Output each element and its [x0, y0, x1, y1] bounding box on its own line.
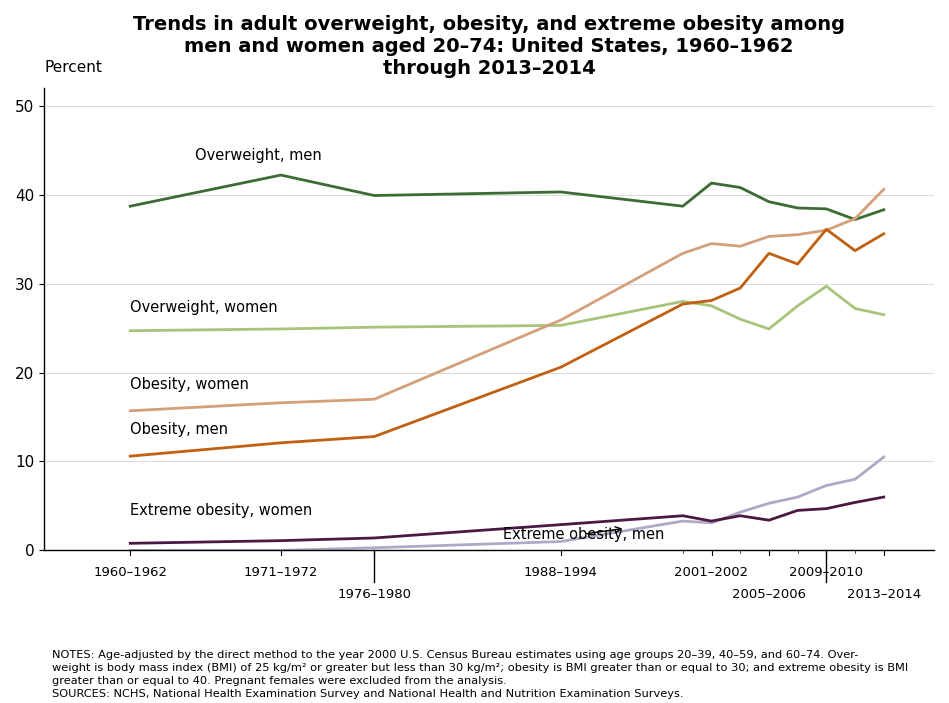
Text: Percent: Percent: [44, 60, 102, 75]
Text: 1988–1994: 1988–1994: [524, 567, 598, 579]
Text: Extreme obesity, women: Extreme obesity, women: [130, 503, 312, 517]
Text: 2001–2002: 2001–2002: [675, 567, 749, 579]
Text: 1976–1980: 1976–1980: [337, 588, 411, 601]
Text: Extreme obesity, men: Extreme obesity, men: [503, 527, 665, 541]
Text: 1960–1962: 1960–1962: [93, 567, 167, 579]
Text: Obesity, men: Obesity, men: [130, 422, 228, 437]
Text: Overweight, women: Overweight, women: [130, 299, 278, 315]
Text: Obesity, women: Obesity, women: [130, 377, 249, 392]
Title: Trends in adult overweight, obesity, and extreme obesity among
men and women age: Trends in adult overweight, obesity, and…: [133, 15, 845, 78]
Text: 2005–2006: 2005–2006: [732, 588, 806, 601]
Text: Overweight, men: Overweight, men: [195, 148, 322, 164]
Text: NOTES: Age-adjusted by the direct method to the year 2000 U.S. Census Bureau est: NOTES: Age-adjusted by the direct method…: [52, 650, 908, 699]
Text: 2009–2010: 2009–2010: [790, 567, 864, 579]
Text: 1971–1972: 1971–1972: [244, 567, 318, 579]
Text: 2013–2014: 2013–2014: [847, 588, 921, 601]
